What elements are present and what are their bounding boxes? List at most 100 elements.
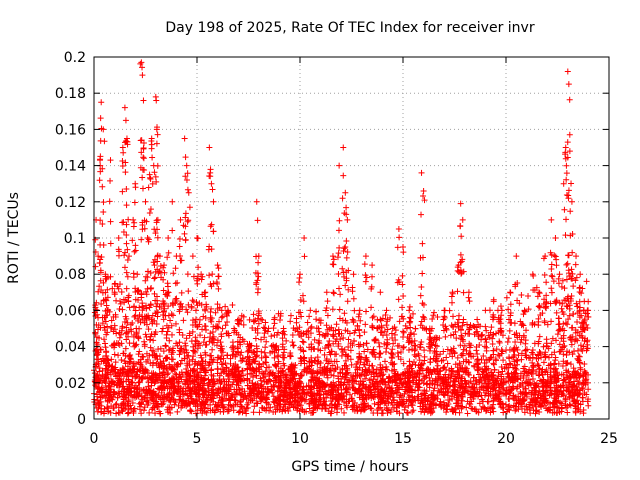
data-point: [124, 410, 131, 417]
data-point: [428, 391, 435, 398]
data-point: [274, 387, 281, 394]
data-point: [198, 354, 205, 361]
data-point: [431, 385, 438, 392]
data-point: [356, 327, 363, 334]
data-point: [315, 325, 322, 332]
data-point: [567, 208, 574, 215]
data-point: [420, 192, 427, 199]
data-point: [349, 375, 356, 382]
data-point: [104, 329, 111, 336]
data-point: [444, 406, 451, 413]
data-point: [133, 390, 140, 397]
data-point: [262, 396, 269, 403]
data-point: [369, 322, 376, 329]
data-point: [361, 348, 368, 355]
data-point: [343, 376, 350, 383]
data-point: [368, 371, 375, 378]
data-point: [205, 246, 212, 253]
data-point: [240, 321, 247, 328]
data-point: [296, 279, 303, 286]
data-point: [119, 306, 126, 313]
data-point: [228, 403, 235, 410]
data-point: [175, 402, 182, 409]
data-point: [178, 257, 185, 264]
data-point: [581, 379, 588, 386]
data-point: [467, 390, 474, 397]
data-point: [329, 306, 336, 313]
data-point: [105, 357, 112, 364]
data-point: [128, 379, 135, 386]
data-point: [558, 305, 565, 312]
data-point: [547, 376, 554, 383]
data-point: [99, 183, 106, 190]
data-point: [540, 376, 547, 383]
data-point: [342, 189, 349, 196]
data-point: [145, 184, 152, 191]
data-point: [578, 290, 585, 297]
data-point: [210, 323, 217, 330]
data-point: [530, 364, 537, 371]
data-point: [366, 384, 373, 391]
data-point: [394, 279, 401, 286]
data-point: [129, 237, 136, 244]
data-point: [164, 371, 171, 378]
data-point: [222, 322, 229, 329]
data-point: [150, 348, 157, 355]
data-point: [559, 362, 566, 369]
data-point: [159, 379, 166, 386]
data-point: [160, 348, 167, 355]
data-point: [433, 356, 440, 363]
data-point: [271, 314, 278, 321]
data-point: [351, 399, 358, 406]
data-point: [170, 312, 177, 319]
data-point: [184, 186, 191, 193]
data-point: [259, 405, 266, 412]
data-point: [138, 410, 145, 417]
data-point: [316, 328, 323, 335]
data-point: [514, 357, 521, 364]
data-point: [191, 360, 198, 367]
data-point: [225, 368, 232, 375]
data-point: [111, 342, 118, 349]
data-point: [349, 384, 356, 391]
data-point: [323, 289, 330, 296]
data-point: [142, 331, 149, 338]
data-point: [271, 320, 278, 327]
data-point: [95, 377, 102, 384]
data-point: [449, 367, 456, 374]
data-point: [514, 297, 521, 304]
data-point: [344, 249, 351, 256]
data-point: [377, 289, 384, 296]
data-point: [343, 277, 350, 284]
data-point: [177, 216, 184, 223]
data-point: [303, 383, 310, 390]
data-point: [563, 351, 570, 358]
data-point: [564, 260, 571, 267]
data-point: [563, 369, 570, 376]
data-point: [171, 376, 178, 383]
data-point: [547, 404, 554, 411]
data-point: [329, 395, 336, 402]
data-point: [301, 409, 308, 416]
data-point: [533, 382, 540, 389]
data-point: [311, 336, 318, 343]
data-point: [506, 346, 513, 353]
data-point: [158, 389, 165, 396]
data-point: [510, 392, 517, 399]
data-point: [407, 324, 414, 331]
data-point: [482, 408, 489, 415]
data-point: [567, 361, 574, 368]
data-point: [485, 398, 492, 405]
data-point: [288, 386, 295, 393]
data-point: [432, 378, 439, 385]
data-point: [534, 394, 541, 401]
data-point: [335, 394, 342, 401]
data-point: [585, 386, 592, 393]
data-point: [118, 379, 125, 386]
data-point: [322, 405, 329, 412]
data-point: [202, 326, 209, 333]
data-point: [449, 299, 456, 306]
data-point: [296, 275, 303, 282]
data-point: [562, 320, 569, 327]
data-point: [403, 409, 410, 416]
